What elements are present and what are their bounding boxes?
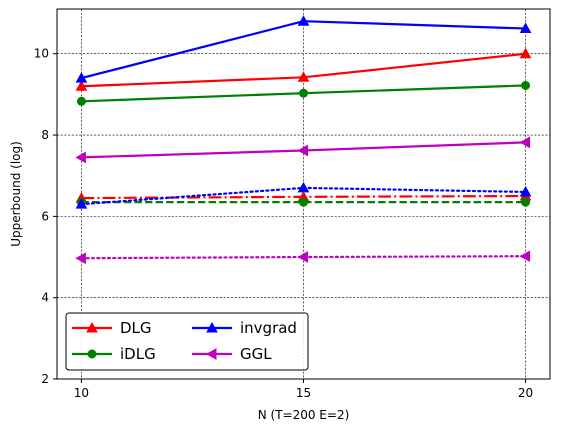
x-tick-label: 10: [74, 386, 89, 400]
data-point: [299, 88, 308, 98]
x-tick-label: 20: [518, 386, 533, 400]
data-point: [75, 252, 86, 265]
series-3: [75, 136, 531, 164]
series-2: [75, 15, 532, 83]
series-0: [75, 47, 532, 91]
x-axis-label: N (T=200 E=2): [258, 408, 350, 422]
y-tick-label: 4: [41, 291, 49, 305]
y-axis: 2 4 6 8 10: [34, 47, 57, 386]
data-point: [519, 250, 531, 263]
data-point: [75, 198, 88, 209]
legend-marker: [86, 321, 98, 333]
series-1: [76, 80, 531, 106]
x-tick-label: 15: [296, 386, 311, 400]
data-point: [76, 96, 86, 106]
legend-marker: [87, 349, 97, 359]
legend-label: DLG: [120, 319, 152, 337]
data-point: [297, 251, 308, 263]
legend-label: invgrad: [240, 319, 297, 337]
series-group: [75, 15, 532, 265]
legend-item: GGL: [192, 345, 272, 363]
data-point: [297, 15, 310, 26]
data-point: [519, 22, 532, 34]
legend-marker: [206, 321, 218, 333]
data-point: [297, 71, 310, 82]
legend-item: invgrad: [192, 319, 297, 337]
x-axis: 10 15 20: [74, 379, 533, 400]
legend-marker: [205, 348, 217, 360]
data-point: [521, 197, 531, 207]
series-6: [75, 181, 532, 209]
legend: DLG invgrad iDLG GGL: [65, 312, 309, 371]
data-point: [519, 136, 531, 149]
legend-label: iDLG: [120, 345, 156, 363]
legend-box: [65, 312, 309, 371]
y-axis-label: Upperbound (log): [9, 141, 23, 247]
data-point: [75, 151, 86, 164]
data-point: [299, 197, 308, 207]
legend-item: iDLG: [72, 345, 156, 363]
data-point: [75, 80, 88, 91]
data-point: [519, 47, 532, 59]
y-tick-label: 10: [34, 47, 49, 61]
data-point: [521, 80, 531, 90]
y-tick-label: 8: [41, 128, 49, 142]
data-point: [519, 185, 532, 197]
data-point: [297, 181, 310, 193]
y-tick-label: 6: [41, 209, 49, 223]
data-point: [75, 72, 88, 83]
legend-item: DLG: [72, 319, 152, 337]
data-point: [297, 144, 308, 157]
y-tick-label: 2: [41, 372, 49, 386]
legend-label: GGL: [240, 345, 272, 363]
series-7: [75, 250, 531, 265]
